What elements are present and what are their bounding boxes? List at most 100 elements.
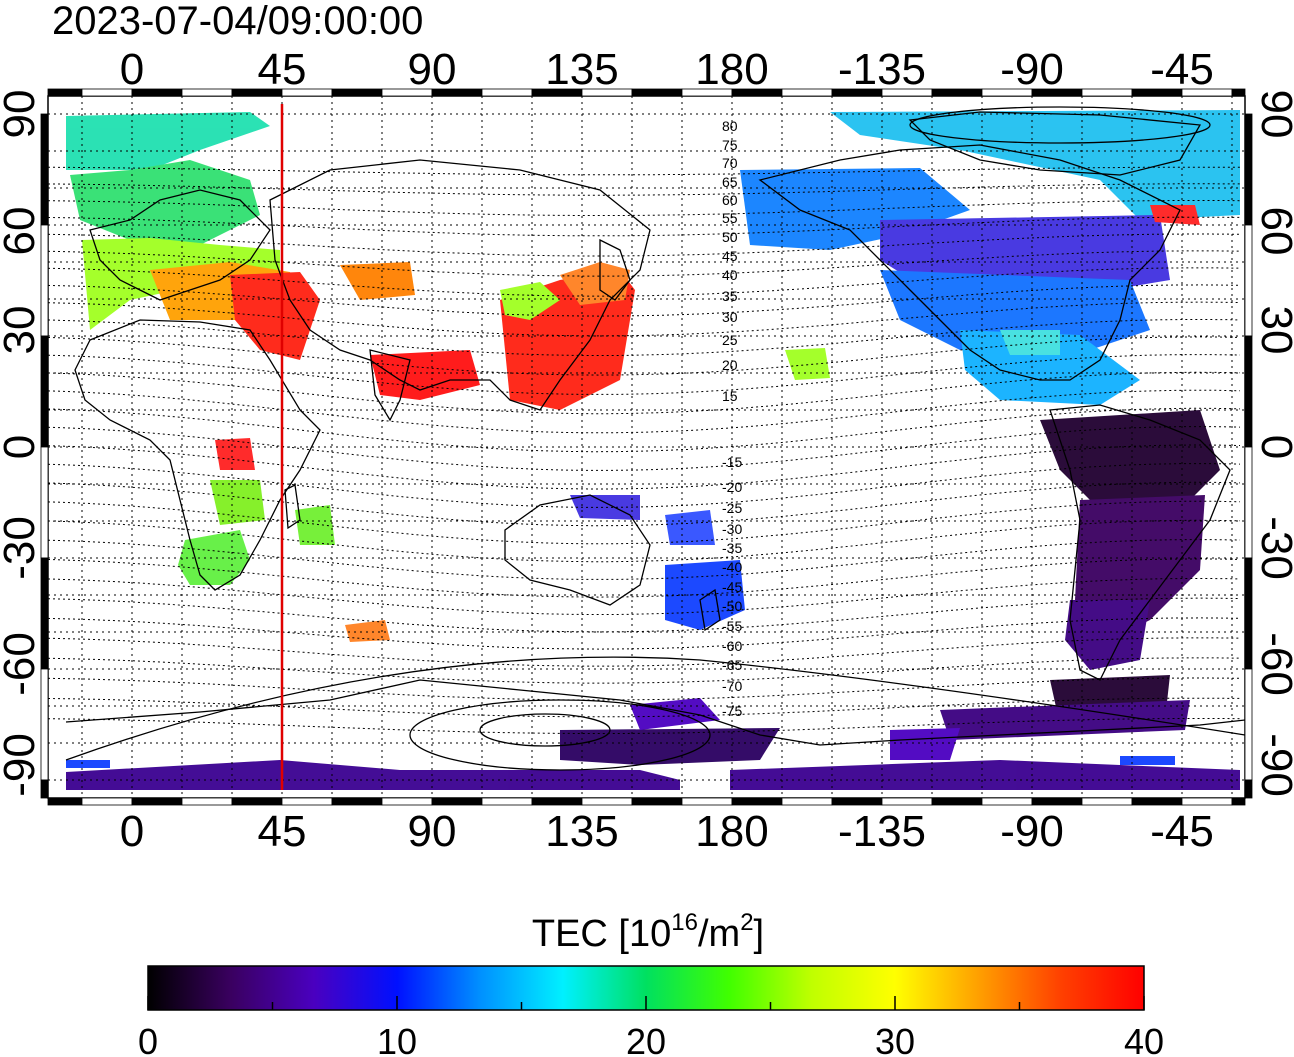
frame-tick-segment <box>40 779 49 799</box>
frame-tick-segment <box>681 88 733 97</box>
tec-patch-pacific-central <box>785 348 830 380</box>
frame-tick-segment <box>581 797 633 806</box>
magnetic-latitude-contour <box>48 267 1241 297</box>
magnetic-latitude-contour <box>48 617 1241 650</box>
frame-tick-segment <box>40 446 49 559</box>
lat-label-right: -30 <box>1252 516 1294 580</box>
coastline-africa <box>74 319 321 591</box>
magnetic-latitude-contour <box>48 697 1240 718</box>
frame-tick-segment <box>481 88 533 97</box>
lat-label-right: -60 <box>1252 632 1294 696</box>
lat-label-left: -60 <box>0 632 44 696</box>
contour-label: -70 <box>722 678 742 694</box>
magnetic-latitude-contour <box>48 183 1240 196</box>
tec-patch-greenland <box>830 110 1240 220</box>
contour-label: 80 <box>722 118 738 134</box>
frame-tick-segment <box>181 797 233 806</box>
contour-label: 15 <box>722 388 738 404</box>
magnetic-latitude-contour <box>48 250 1241 277</box>
frame-tick-segment <box>831 88 883 97</box>
coastline-india <box>369 349 411 422</box>
magnetic-latitude-contour <box>48 637 1241 667</box>
frame-tick-segment <box>831 797 883 806</box>
lon-label-top: -45 <box>1150 45 1214 94</box>
bottom-longitude-labels: 0 45 90 135 180 -135 -90 -45 <box>120 807 1214 856</box>
contour-label: 50 <box>722 229 738 245</box>
lon-label-bottom: -135 <box>838 807 926 856</box>
contour-south-pole-outer <box>65 656 1245 761</box>
lon-label-bottom: -90 <box>1000 807 1064 856</box>
frame-tick-segment <box>431 797 483 806</box>
coastline-japan <box>599 238 631 301</box>
frame-tick-segment <box>40 335 49 448</box>
tec-patch-antarctica-pacific <box>560 728 780 765</box>
contour-label: -15 <box>722 454 742 470</box>
magnetic-latitude-contour <box>48 354 1241 395</box>
frame-tick-segment <box>181 88 233 97</box>
tec-patch-weddell <box>940 700 1190 740</box>
tec-patch-central-asia <box>340 262 415 300</box>
tec-patch-coral-sea <box>665 510 715 545</box>
lon-label-top: -135 <box>838 45 926 94</box>
tec-patch-small-blue-east <box>1120 756 1175 765</box>
contour-label: 75 <box>722 137 738 153</box>
contour-label: -65 <box>722 657 742 673</box>
frame-tick-segment <box>281 88 333 97</box>
colorbar-ticks <box>147 996 1145 1010</box>
coastline-south-america <box>1049 404 1231 681</box>
frame-tick-segment <box>631 88 683 97</box>
frame-tick-segment <box>1131 797 1183 806</box>
magnetic-latitude-contour <box>48 500 1241 545</box>
lat-label-right: 30 <box>1252 306 1294 355</box>
frame-tick-segment <box>981 88 1033 97</box>
colorbar-tick-label: 20 <box>626 1021 666 1057</box>
frame-tick-segment <box>1244 446 1253 559</box>
lat-label-left: 60 <box>0 207 44 256</box>
contour-label: 20 <box>722 357 738 373</box>
frame-tick-segment <box>1244 224 1253 337</box>
magnetic-latitude-contour <box>48 216 1240 237</box>
tec-patch-central-africa <box>215 438 255 470</box>
lon-label-bottom: 135 <box>545 807 618 856</box>
colorbar-title-end: ] <box>754 913 765 955</box>
tec-patch-south-america-north <box>1040 410 1220 510</box>
lat-lon-grid <box>48 96 1245 798</box>
magnetic-latitude-contour <box>48 539 1241 580</box>
tec-patch-gulf <box>960 330 1140 405</box>
coastline-australia <box>504 494 651 606</box>
lon-label-top: 90 <box>408 45 457 94</box>
frame-tick-segment <box>731 797 783 806</box>
frame-tick-segment <box>1244 557 1253 670</box>
coastline-new-zealand <box>699 588 721 632</box>
frame-tick-segment <box>231 797 283 806</box>
magnetic-latitude-contour <box>48 284 1241 317</box>
lon-label-top: 45 <box>258 45 307 94</box>
frame-tick-segment <box>131 88 183 97</box>
tec-patch-korea-japan <box>560 262 630 305</box>
contour-label: 70 <box>722 155 738 171</box>
contour-label: -40 <box>722 559 742 575</box>
colorbar-title: TEC [1016/m2] <box>532 909 764 955</box>
frame-tick-segment <box>281 797 333 806</box>
frame-tick-segment <box>81 797 133 806</box>
frame-tick-segment <box>1081 88 1133 97</box>
magnetic-latitude-contour <box>48 677 1241 701</box>
tec-patch-arctic-europe <box>66 112 270 170</box>
magnetic-latitude-contour <box>48 233 1241 257</box>
lat-label-right: 60 <box>1252 207 1294 256</box>
lat-label-right: -90 <box>1252 733 1294 797</box>
contour-labels-south: -15 -20 -25 -30 -35 -40 -45 -50 -55 -60 … <box>722 454 742 719</box>
frame-tick-segment <box>1031 797 1083 806</box>
contour-label: -25 <box>722 500 742 516</box>
timestamp-title: 2023-07-04/09:00:00 <box>52 0 423 43</box>
colorbar-title-unit: /m <box>698 913 740 955</box>
contour-south-pole-mid <box>409 699 711 771</box>
lon-label-bottom: 90 <box>408 807 457 856</box>
frame-tick-segment <box>681 797 733 806</box>
tec-patch-antarctica-west <box>66 760 680 790</box>
frame-tick-segment <box>331 797 383 806</box>
contour-label: 30 <box>722 309 738 325</box>
magnetic-latitude-contour <box>48 718 1241 734</box>
colorbar: TEC [1016/m2] 0 10 20 30 40 <box>138 909 1164 1057</box>
